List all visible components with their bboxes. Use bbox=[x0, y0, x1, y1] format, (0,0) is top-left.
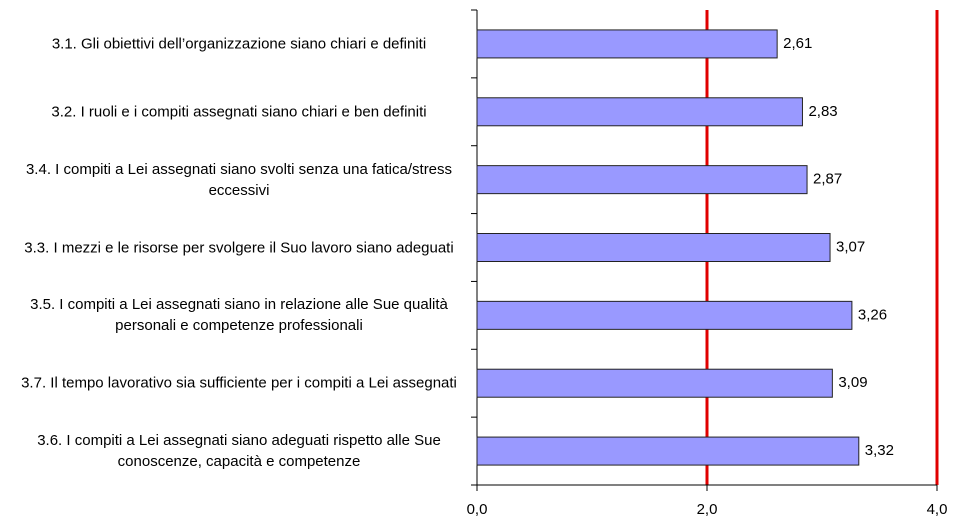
bar bbox=[476, 29, 778, 59]
category-label: 3.7. Il tempo lavorativo sia sufficiente… bbox=[21, 374, 457, 392]
bar bbox=[476, 300, 853, 330]
category-label: 3.4. I compiti a Lei assegnati siano svo… bbox=[25, 160, 453, 199]
category-label: 3.3. I mezzi e le risorse per svolgere i… bbox=[24, 239, 454, 256]
x-tick-label: 2,0 bbox=[697, 501, 718, 518]
category-label: 3.5. I compiti a Lei assegnati siano in … bbox=[30, 296, 448, 335]
x-tick-label: 0,0 bbox=[467, 501, 488, 518]
value-label: 2,61 bbox=[783, 35, 812, 52]
x-tick-label: 4,0 bbox=[927, 501, 948, 518]
bar bbox=[476, 97, 803, 127]
category-label: 3.1. Gli obiettivi dell’organizzazione s… bbox=[51, 35, 427, 53]
value-label: 2,83 bbox=[808, 103, 837, 120]
bar bbox=[476, 165, 808, 195]
bar bbox=[476, 233, 831, 262]
bar bbox=[476, 436, 860, 466]
value-label: 3,26 bbox=[858, 306, 887, 323]
value-label: 3,32 bbox=[865, 442, 894, 459]
value-label: 3,07 bbox=[836, 238, 865, 255]
value-label: 3,09 bbox=[838, 374, 867, 391]
category-label: 3.6. I compiti a Lei assegnati siano ade… bbox=[37, 432, 441, 471]
bar bbox=[476, 368, 833, 398]
category-label: 3.2. I ruoli e i compiti assegnati siano… bbox=[51, 103, 427, 121]
value-label: 2,87 bbox=[813, 171, 842, 188]
